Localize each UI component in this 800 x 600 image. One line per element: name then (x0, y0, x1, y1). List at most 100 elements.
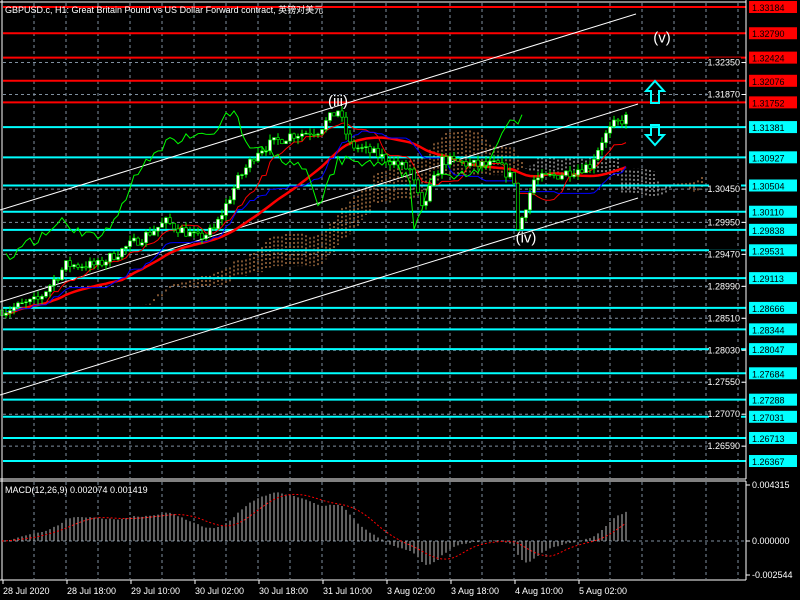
price-tick-label: 1.30450 (707, 184, 740, 194)
candle-body (408, 168, 412, 171)
candle-body (524, 209, 528, 218)
candle-body (604, 132, 608, 143)
time-axis[interactable]: 28 Jul 2020 28 Jul 18:00 29 Jul 10:00 30 Ju… (2, 580, 627, 596)
candle-body (552, 173, 556, 176)
candle-body (52, 279, 56, 287)
price-level-tag (749, 301, 797, 314)
candle-body (360, 147, 364, 149)
candle-body (104, 261, 108, 266)
candle-body (324, 120, 328, 130)
candle-body (256, 152, 260, 162)
chart-frame (0, 0, 747, 581)
price-level-tag (749, 410, 797, 423)
candle-body (416, 179, 420, 193)
candle-body (548, 173, 552, 176)
candle-body (160, 222, 164, 228)
grid-price-labels: 1.32350 1.31870 1.30450 1.29950 1.29470 1.289… (707, 57, 741, 452)
candle-body (624, 114, 628, 125)
candle-body (220, 215, 224, 220)
kijun-sen-line (6, 130, 627, 313)
price-level-tag (749, 74, 797, 87)
candle-body (348, 133, 352, 143)
price-tick-background (709, 281, 741, 292)
channel-line[interactable] (0, 13, 637, 211)
price-level-label: 1.30110 (752, 208, 784, 218)
candlesticks (0, 106, 628, 319)
price-level-label: 1.30504 (752, 181, 785, 191)
price-level-tag (749, 51, 797, 64)
channel-line[interactable] (0, 197, 639, 396)
candle-body (328, 112, 332, 121)
candle-body (80, 266, 84, 269)
candle-body (544, 173, 548, 175)
arrow-down-icon (643, 124, 667, 147)
ichimoku-lines (5, 110, 627, 316)
candle-body (288, 133, 292, 142)
candle-body (388, 161, 392, 166)
candle-body (312, 134, 316, 136)
price-level-tag (749, 1, 797, 13)
candle-body (120, 248, 124, 258)
candle-body (152, 230, 156, 236)
price-tick-label: 1.28510 (707, 313, 740, 323)
candle-body (216, 218, 220, 229)
candle-body (620, 120, 624, 125)
candle-body (392, 160, 396, 166)
candle-body (172, 222, 176, 230)
candle-body (496, 160, 500, 164)
candle-body (116, 256, 120, 260)
candle-body (372, 148, 376, 154)
candle-body (584, 164, 588, 174)
candle-body (404, 161, 408, 170)
candle-body (396, 160, 400, 166)
wave-label: (v) (653, 30, 671, 47)
price-level-tag (749, 205, 797, 218)
candle-body (196, 231, 200, 234)
price-tick-label: 1.27070 (707, 409, 740, 419)
price-level-tag (749, 151, 797, 164)
candle-body (260, 150, 264, 154)
macd-label: MACD(12,26,9) 0.002074 0.001419 (5, 485, 148, 495)
candle-body (136, 237, 140, 246)
time-tick-label: 30 Jul 18:00 (259, 586, 308, 596)
candle-body (188, 231, 192, 237)
time-tick-label: 28 Jul 2020 (3, 586, 50, 596)
candle-body (576, 169, 580, 176)
candle-body (92, 260, 96, 266)
price-tick-background (709, 409, 741, 420)
candle-body (128, 240, 132, 247)
candle-body (212, 227, 216, 230)
price-level-label: 1.33184 (752, 3, 785, 13)
candle-body (600, 142, 604, 151)
price-level-tag (749, 179, 797, 192)
price-tick-label: 1.32350 (707, 58, 740, 68)
candle-body (28, 298, 32, 303)
candle-body (412, 168, 416, 181)
time-tick-label: 29 Jul 10:00 (131, 586, 180, 596)
moving-average-line (5, 136, 627, 316)
candle-body (40, 296, 44, 300)
candle-body (592, 159, 596, 169)
price-level-tag (749, 27, 797, 40)
price-level-label: 1.29838 (752, 226, 785, 236)
candle-body (236, 174, 240, 189)
candle-body (292, 133, 296, 139)
candle-body (320, 129, 324, 135)
candle-body (500, 162, 504, 165)
price-level-label: 1.31381 (752, 123, 785, 133)
price-level-label: 1.27288 (752, 396, 785, 406)
price-tick-label: 1.29470 (707, 249, 740, 259)
candle-body (508, 172, 512, 178)
time-tick-label: 31 Jul 10:00 (323, 586, 372, 596)
candle-body (124, 246, 128, 249)
candle-body (344, 116, 348, 135)
candle-body (368, 146, 372, 154)
price-level-label: 1.28344 (752, 325, 785, 335)
price-level-tag (749, 393, 797, 406)
price-axis[interactable]: 1.33184 1.32790 1.32424 1.32076 1.31752 1.313… (742, 1, 797, 468)
candle-body (332, 112, 336, 117)
candle-body (460, 160, 464, 163)
candle-body (68, 260, 72, 267)
candle-body (448, 155, 452, 165)
